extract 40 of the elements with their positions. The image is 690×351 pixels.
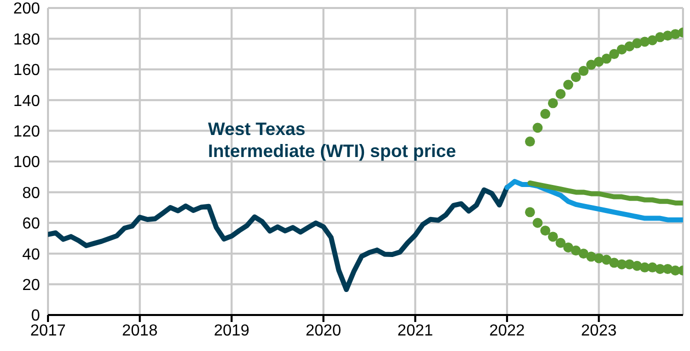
y-tick-label: 140 (13, 92, 40, 110)
point (548, 232, 558, 242)
point (532, 218, 543, 228)
point (556, 238, 566, 248)
point (563, 242, 574, 252)
y-tick-label: 20 (22, 276, 40, 294)
y-tick-label: 0 (31, 308, 40, 325)
point (563, 80, 574, 90)
y-tick-label: 60 (22, 216, 40, 233)
x-tick-label: 2023 (581, 322, 617, 340)
point (532, 122, 543, 133)
point (578, 66, 589, 76)
point (524, 207, 535, 218)
x-tick-label: 2020 (306, 322, 342, 340)
x-tick-label: 2019 (214, 322, 250, 340)
x-tick-label: 2021 (397, 322, 434, 340)
point (548, 98, 558, 108)
point (586, 60, 596, 70)
point (570, 246, 581, 256)
x-tick-label: 2018 (122, 322, 158, 340)
y-tick-label: 160 (13, 62, 40, 80)
point (624, 41, 634, 52)
point (524, 136, 535, 147)
y-tick-label: 180 (13, 31, 40, 48)
text: West Texas Intermediate (WTI) spot price (208, 118, 456, 162)
x-tick-label: 2022 (489, 322, 525, 340)
point (578, 248, 589, 259)
y-tick-label: 100 (13, 154, 40, 172)
point (570, 72, 581, 82)
point (616, 44, 627, 54)
y-tick-label: 120 (13, 123, 40, 140)
y-tick-label: 40 (22, 246, 40, 264)
point (540, 226, 550, 236)
point (609, 49, 620, 60)
point (540, 108, 550, 119)
point (556, 88, 566, 99)
y-tick-label: 200 (13, 0, 40, 18)
point (601, 54, 612, 64)
y-tick-label: 80 (22, 184, 40, 202)
x-tick-label: 2017 (30, 322, 66, 340)
